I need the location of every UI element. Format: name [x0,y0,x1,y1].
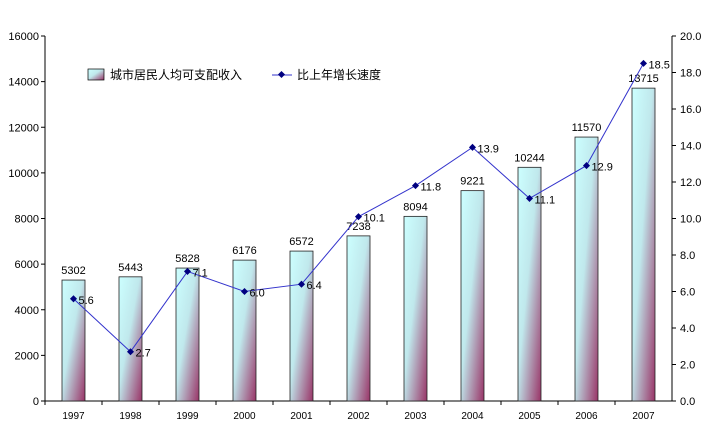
left-tick-label: 6000 [15,259,39,271]
growth-marker [582,162,591,170]
growth-marker [297,280,306,288]
growth-marker [69,295,78,303]
x-tick-label: 1999 [176,411,199,422]
right-tick-label: 8.0 [680,250,695,262]
bar-value-label: 5443 [118,262,142,274]
bar-value-label: 5302 [61,265,85,277]
x-tick-label: 2001 [290,411,313,422]
x-tick-label: 1998 [119,411,142,422]
growth-value-label: 18.5 [649,59,670,71]
growth-marker [525,194,534,202]
bar [460,190,485,402]
right-tick-label: 20.0 [680,31,701,43]
growth-value-label: 12.9 [592,162,613,174]
growth-marker [240,287,249,296]
bar [631,87,656,402]
x-tick-label: 2006 [575,411,598,422]
growth-value-label: 11.8 [421,182,442,194]
bar-value-label: 8094 [403,201,427,213]
growth-marker [183,267,192,275]
x-tick-label: 1997 [62,411,85,422]
growth-value-label: 6.4 [307,280,322,292]
bar [346,235,371,402]
bar [61,279,86,402]
growth-value-label: 6.0 [250,288,265,300]
right-tick-label: 12.0 [680,177,701,189]
growth-marker [468,143,477,151]
right-tick-label: 18.0 [680,68,701,80]
bar [232,259,257,402]
left-tick-label: 4000 [15,305,39,317]
legend-line-label: 比上年增长速度 [297,67,381,82]
right-tick-label: 2.0 [680,360,695,372]
legend-line-marker [277,70,286,79]
bar-value-label: 9221 [460,176,484,188]
growth-value-label: 2.7 [136,348,151,360]
x-tick-label: 2007 [632,411,655,422]
bar-value-label: 6572 [289,236,313,248]
left-tick-label: 16000 [8,31,39,43]
growth-marker [411,182,420,190]
growth-marker [126,348,135,356]
bar [403,215,428,402]
left-tick-label: 8000 [15,214,39,226]
bar [118,276,143,402]
growth-value-label: 5.6 [79,295,94,307]
growth-marker [639,59,648,67]
bar-value-label: 10244 [514,152,545,164]
bar-value-label: 5828 [175,253,199,265]
right-tick-label: 16.0 [680,104,701,116]
growth-value-label: 10.1 [364,213,385,225]
x-tick-label: 2000 [233,411,256,422]
left-tick-label: 14000 [8,77,39,89]
bar-value-label: 11570 [572,122,602,134]
bar [289,250,314,402]
legend-bar-label: 城市居民人均可支配收入 [110,67,242,82]
bar-value-label: 6176 [232,245,256,257]
legend: 城市居民人均可支配收入 比上年增长速度 [87,67,381,82]
right-tick-label: 6.0 [680,287,695,299]
left-tick-label: 2000 [15,350,39,362]
growth-value-label: 11.1 [535,194,556,206]
right-tick-label: 14.0 [680,141,701,153]
right-tick-label: 4.0 [680,323,695,335]
bar [175,267,200,402]
right-tick-label: 0.0 [680,396,695,408]
right-tick-label: 10.0 [680,214,701,226]
x-tick-label: 2002 [347,411,370,422]
growth-value-label: 7.1 [193,267,208,279]
x-tick-label: 2003 [404,411,427,422]
bar [574,136,599,402]
x-tick-label: 2004 [461,411,484,422]
x-tick-label: 2005 [518,411,541,422]
growth-marker [354,213,363,221]
legend-bar-swatch [87,68,105,81]
left-tick-label: 12000 [8,122,39,134]
left-tick-label: 10000 [8,168,39,180]
left-tick-label: 0 [33,396,39,408]
bar [517,166,542,402]
growth-value-label: 13.9 [478,143,499,155]
